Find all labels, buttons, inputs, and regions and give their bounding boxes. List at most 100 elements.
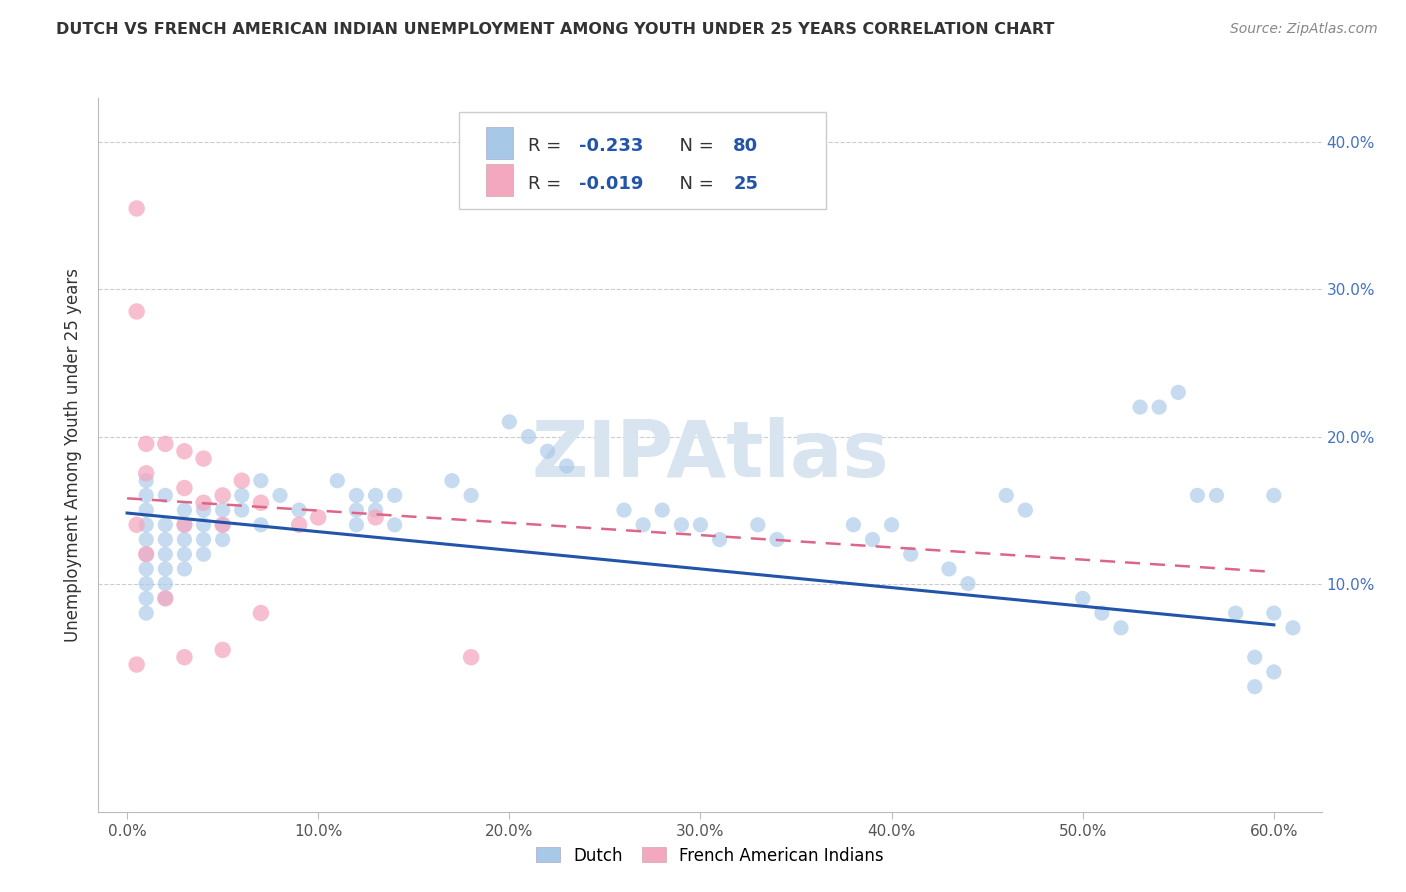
Point: [269, 488, 291, 502]
Point: [842, 517, 865, 532]
Point: [957, 576, 980, 591]
Point: [938, 562, 960, 576]
Point: [1282, 621, 1305, 635]
Point: [1109, 621, 1132, 635]
Point: [135, 533, 157, 547]
Point: [880, 517, 903, 532]
Point: [1243, 650, 1265, 665]
FancyBboxPatch shape: [460, 112, 827, 209]
Point: [155, 562, 177, 576]
Point: [125, 202, 148, 216]
Point: [1129, 400, 1152, 414]
Point: [995, 488, 1018, 502]
Point: [211, 533, 233, 547]
Point: [326, 474, 349, 488]
Point: [135, 488, 157, 502]
Point: [193, 517, 215, 532]
Text: 80: 80: [734, 136, 758, 155]
Point: [125, 304, 148, 318]
Point: [766, 533, 789, 547]
Point: [173, 547, 195, 561]
Point: [135, 517, 157, 532]
Point: [135, 503, 157, 517]
Point: [747, 517, 769, 532]
Point: [173, 517, 195, 532]
Point: [555, 458, 578, 473]
Point: [1263, 665, 1285, 679]
Point: [155, 576, 177, 591]
Point: [135, 437, 157, 451]
Point: [613, 503, 636, 517]
Point: [307, 510, 329, 524]
Point: [671, 517, 693, 532]
Point: [689, 517, 711, 532]
Point: [135, 547, 157, 561]
Point: [862, 533, 884, 547]
Point: [364, 503, 387, 517]
Point: [1167, 385, 1189, 400]
Point: [155, 437, 177, 451]
Point: [173, 562, 195, 576]
Legend: Dutch, French American Indians: Dutch, French American Indians: [530, 840, 890, 871]
Text: DUTCH VS FRENCH AMERICAN INDIAN UNEMPLOYMENT AMONG YOUTH UNDER 25 YEARS CORRELAT: DUTCH VS FRENCH AMERICAN INDIAN UNEMPLOY…: [56, 22, 1054, 37]
Point: [193, 503, 215, 517]
Point: [1187, 488, 1209, 502]
Point: [250, 517, 273, 532]
Point: [135, 562, 157, 576]
Point: [517, 429, 540, 443]
Point: [193, 496, 215, 510]
Point: [1071, 591, 1094, 606]
Point: [384, 517, 406, 532]
Point: [231, 488, 253, 502]
Point: [1091, 606, 1114, 620]
Text: N =: N =: [668, 175, 720, 193]
Point: [346, 503, 368, 517]
Point: [498, 415, 520, 429]
Point: [1225, 606, 1247, 620]
Point: [631, 517, 654, 532]
Point: [231, 474, 253, 488]
Point: [135, 576, 157, 591]
Point: [155, 517, 177, 532]
Point: [135, 474, 157, 488]
Point: [211, 517, 233, 532]
Point: [460, 488, 482, 502]
Point: [288, 503, 311, 517]
Point: [155, 591, 177, 606]
Point: [651, 503, 673, 517]
Point: [384, 488, 406, 502]
Bar: [486, 164, 513, 196]
Point: [135, 591, 157, 606]
Point: [709, 533, 731, 547]
Point: [173, 533, 195, 547]
Point: [173, 444, 195, 458]
Point: [173, 517, 195, 532]
Point: [135, 547, 157, 561]
Point: [211, 503, 233, 517]
Point: [211, 643, 233, 657]
Point: [193, 533, 215, 547]
Point: [125, 517, 148, 532]
Point: [1205, 488, 1227, 502]
Point: [364, 510, 387, 524]
Point: [250, 474, 273, 488]
Point: [440, 474, 463, 488]
Text: -0.019: -0.019: [579, 175, 644, 193]
Point: [155, 591, 177, 606]
Point: [460, 650, 482, 665]
Point: [346, 488, 368, 502]
Point: [211, 517, 233, 532]
Point: [135, 606, 157, 620]
Point: [155, 547, 177, 561]
Point: [155, 488, 177, 502]
Point: [135, 467, 157, 481]
Point: [1014, 503, 1036, 517]
Text: -0.233: -0.233: [579, 136, 644, 155]
Point: [231, 503, 253, 517]
Bar: [486, 127, 513, 159]
Point: [1263, 606, 1285, 620]
Point: [900, 547, 922, 561]
Point: [173, 481, 195, 495]
Y-axis label: Unemployment Among Youth under 25 years: Unemployment Among Youth under 25 years: [65, 268, 83, 642]
Point: [173, 503, 195, 517]
